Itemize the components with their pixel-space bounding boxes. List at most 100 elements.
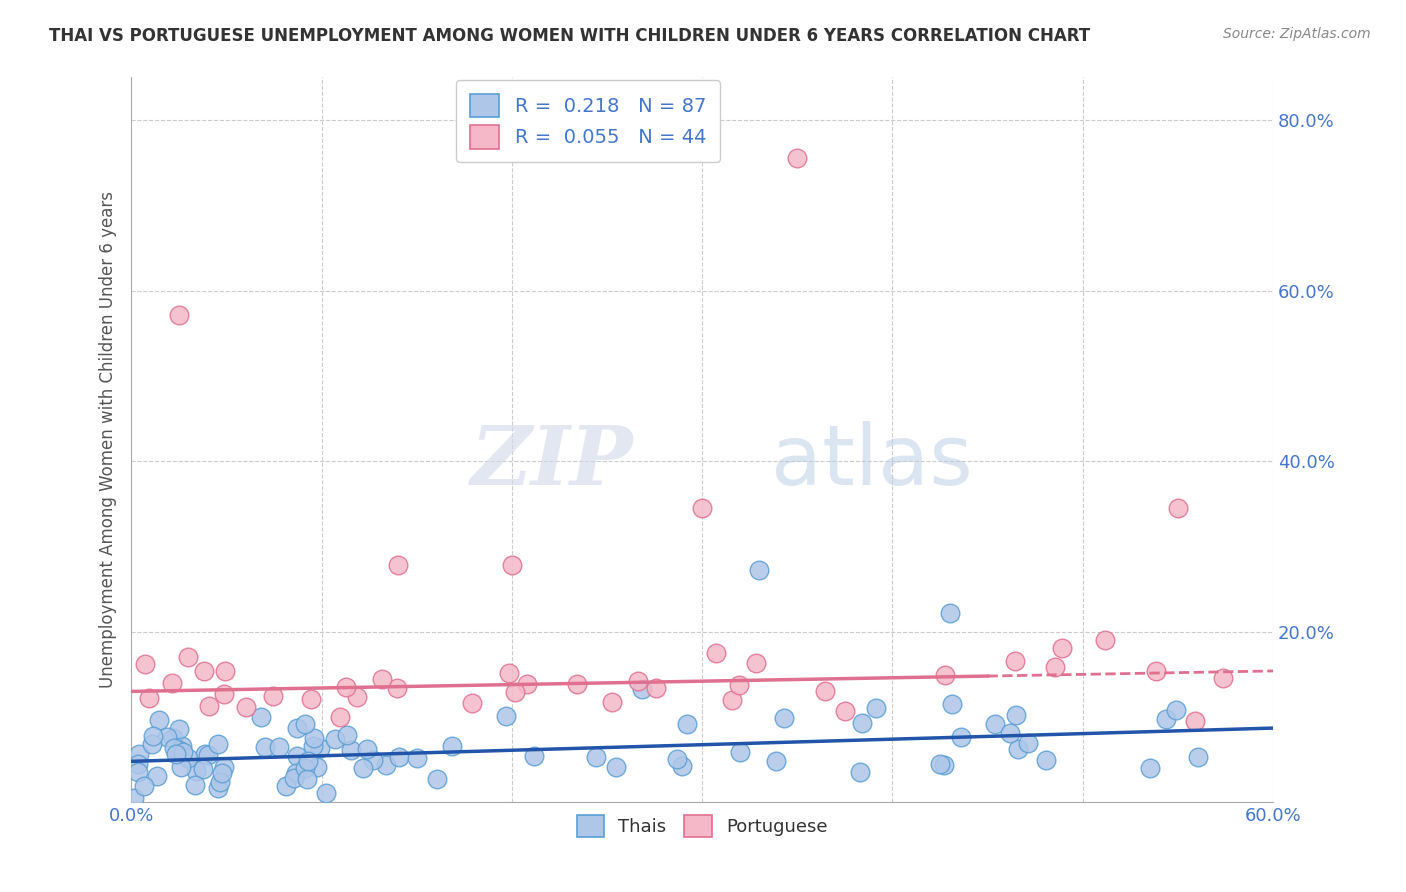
- Point: [501, 558, 523, 573]
- Point: [631, 681, 654, 696]
- Point: [295, 772, 318, 786]
- Point: [138, 691, 160, 706]
- Point: [1035, 753, 1057, 767]
- Point: [163, 741, 186, 756]
- Text: atlas: atlas: [770, 421, 973, 502]
- Point: [665, 751, 688, 765]
- Point: [704, 646, 727, 660]
- Point: [208, 775, 231, 789]
- Point: [941, 698, 963, 712]
- Text: Source: ZipAtlas.com: Source: ZipAtlas.com: [1223, 27, 1371, 41]
- Point: [1166, 703, 1188, 717]
- Point: [167, 308, 190, 322]
- Point: [211, 766, 233, 780]
- Point: [212, 686, 235, 700]
- Point: [523, 749, 546, 764]
- Point: [299, 691, 322, 706]
- Point: [127, 756, 149, 771]
- Point: [276, 779, 298, 793]
- Point: [325, 732, 347, 747]
- Point: [128, 747, 150, 761]
- Point: [193, 665, 215, 679]
- Point: [254, 740, 277, 755]
- Point: [1154, 712, 1177, 726]
- Point: [207, 781, 229, 796]
- Point: [748, 563, 770, 577]
- Point: [983, 717, 1005, 731]
- Point: [141, 737, 163, 751]
- Point: [262, 689, 284, 703]
- Point: [773, 711, 796, 725]
- Point: [335, 680, 357, 694]
- Point: [160, 675, 183, 690]
- Point: [148, 713, 170, 727]
- Text: ZIP: ZIP: [471, 422, 634, 501]
- Point: [865, 701, 887, 715]
- Point: [1007, 742, 1029, 756]
- Point: [786, 152, 808, 166]
- Point: [307, 760, 329, 774]
- Y-axis label: Unemployment Among Women with Children Under 6 years: Unemployment Among Women with Children U…: [100, 192, 117, 689]
- Point: [162, 731, 184, 745]
- Point: [249, 710, 271, 724]
- Point: [172, 739, 194, 754]
- Point: [361, 753, 384, 767]
- Point: [127, 764, 149, 779]
- Point: [132, 779, 155, 793]
- Point: [495, 708, 517, 723]
- Point: [503, 685, 526, 699]
- Point: [165, 747, 187, 761]
- Point: [675, 717, 697, 731]
- Point: [605, 760, 627, 774]
- Point: [728, 745, 751, 759]
- Point: [834, 704, 856, 718]
- Point: [142, 729, 165, 743]
- Point: [1045, 659, 1067, 673]
- Point: [600, 695, 623, 709]
- Point: [315, 785, 337, 799]
- Point: [565, 676, 588, 690]
- Point: [440, 739, 463, 753]
- Point: [851, 715, 873, 730]
- Point: [122, 791, 145, 805]
- Point: [671, 758, 693, 772]
- Point: [1144, 665, 1167, 679]
- Point: [177, 650, 200, 665]
- Point: [285, 748, 308, 763]
- Point: [336, 728, 359, 742]
- Point: [745, 656, 768, 670]
- Point: [385, 681, 408, 696]
- Point: [929, 756, 952, 771]
- Point: [1139, 762, 1161, 776]
- Point: [1167, 501, 1189, 516]
- Point: [283, 771, 305, 785]
- Point: [167, 743, 190, 757]
- Point: [934, 758, 956, 772]
- Point: [308, 740, 330, 755]
- Point: [1187, 750, 1209, 764]
- Point: [1094, 632, 1116, 647]
- Point: [627, 674, 650, 689]
- Point: [346, 690, 368, 705]
- Point: [285, 721, 308, 735]
- Point: [301, 739, 323, 753]
- Point: [177, 751, 200, 765]
- Point: [207, 737, 229, 751]
- Text: THAI VS PORTUGUESE UNEMPLOYMENT AMONG WOMEN WITH CHILDREN UNDER 6 YEARS CORRELAT: THAI VS PORTUGUESE UNEMPLOYMENT AMONG WO…: [49, 27, 1090, 45]
- Point: [198, 699, 221, 714]
- Point: [374, 758, 396, 772]
- Point: [765, 754, 787, 768]
- Point: [167, 723, 190, 737]
- Point: [214, 664, 236, 678]
- Point: [516, 677, 538, 691]
- Point: [340, 743, 363, 757]
- Point: [156, 730, 179, 744]
- Point: [302, 731, 325, 745]
- Point: [934, 668, 956, 682]
- Point: [170, 760, 193, 774]
- Point: [813, 684, 835, 698]
- Point: [184, 764, 207, 779]
- Point: [1052, 640, 1074, 655]
- Point: [498, 665, 520, 680]
- Point: [352, 761, 374, 775]
